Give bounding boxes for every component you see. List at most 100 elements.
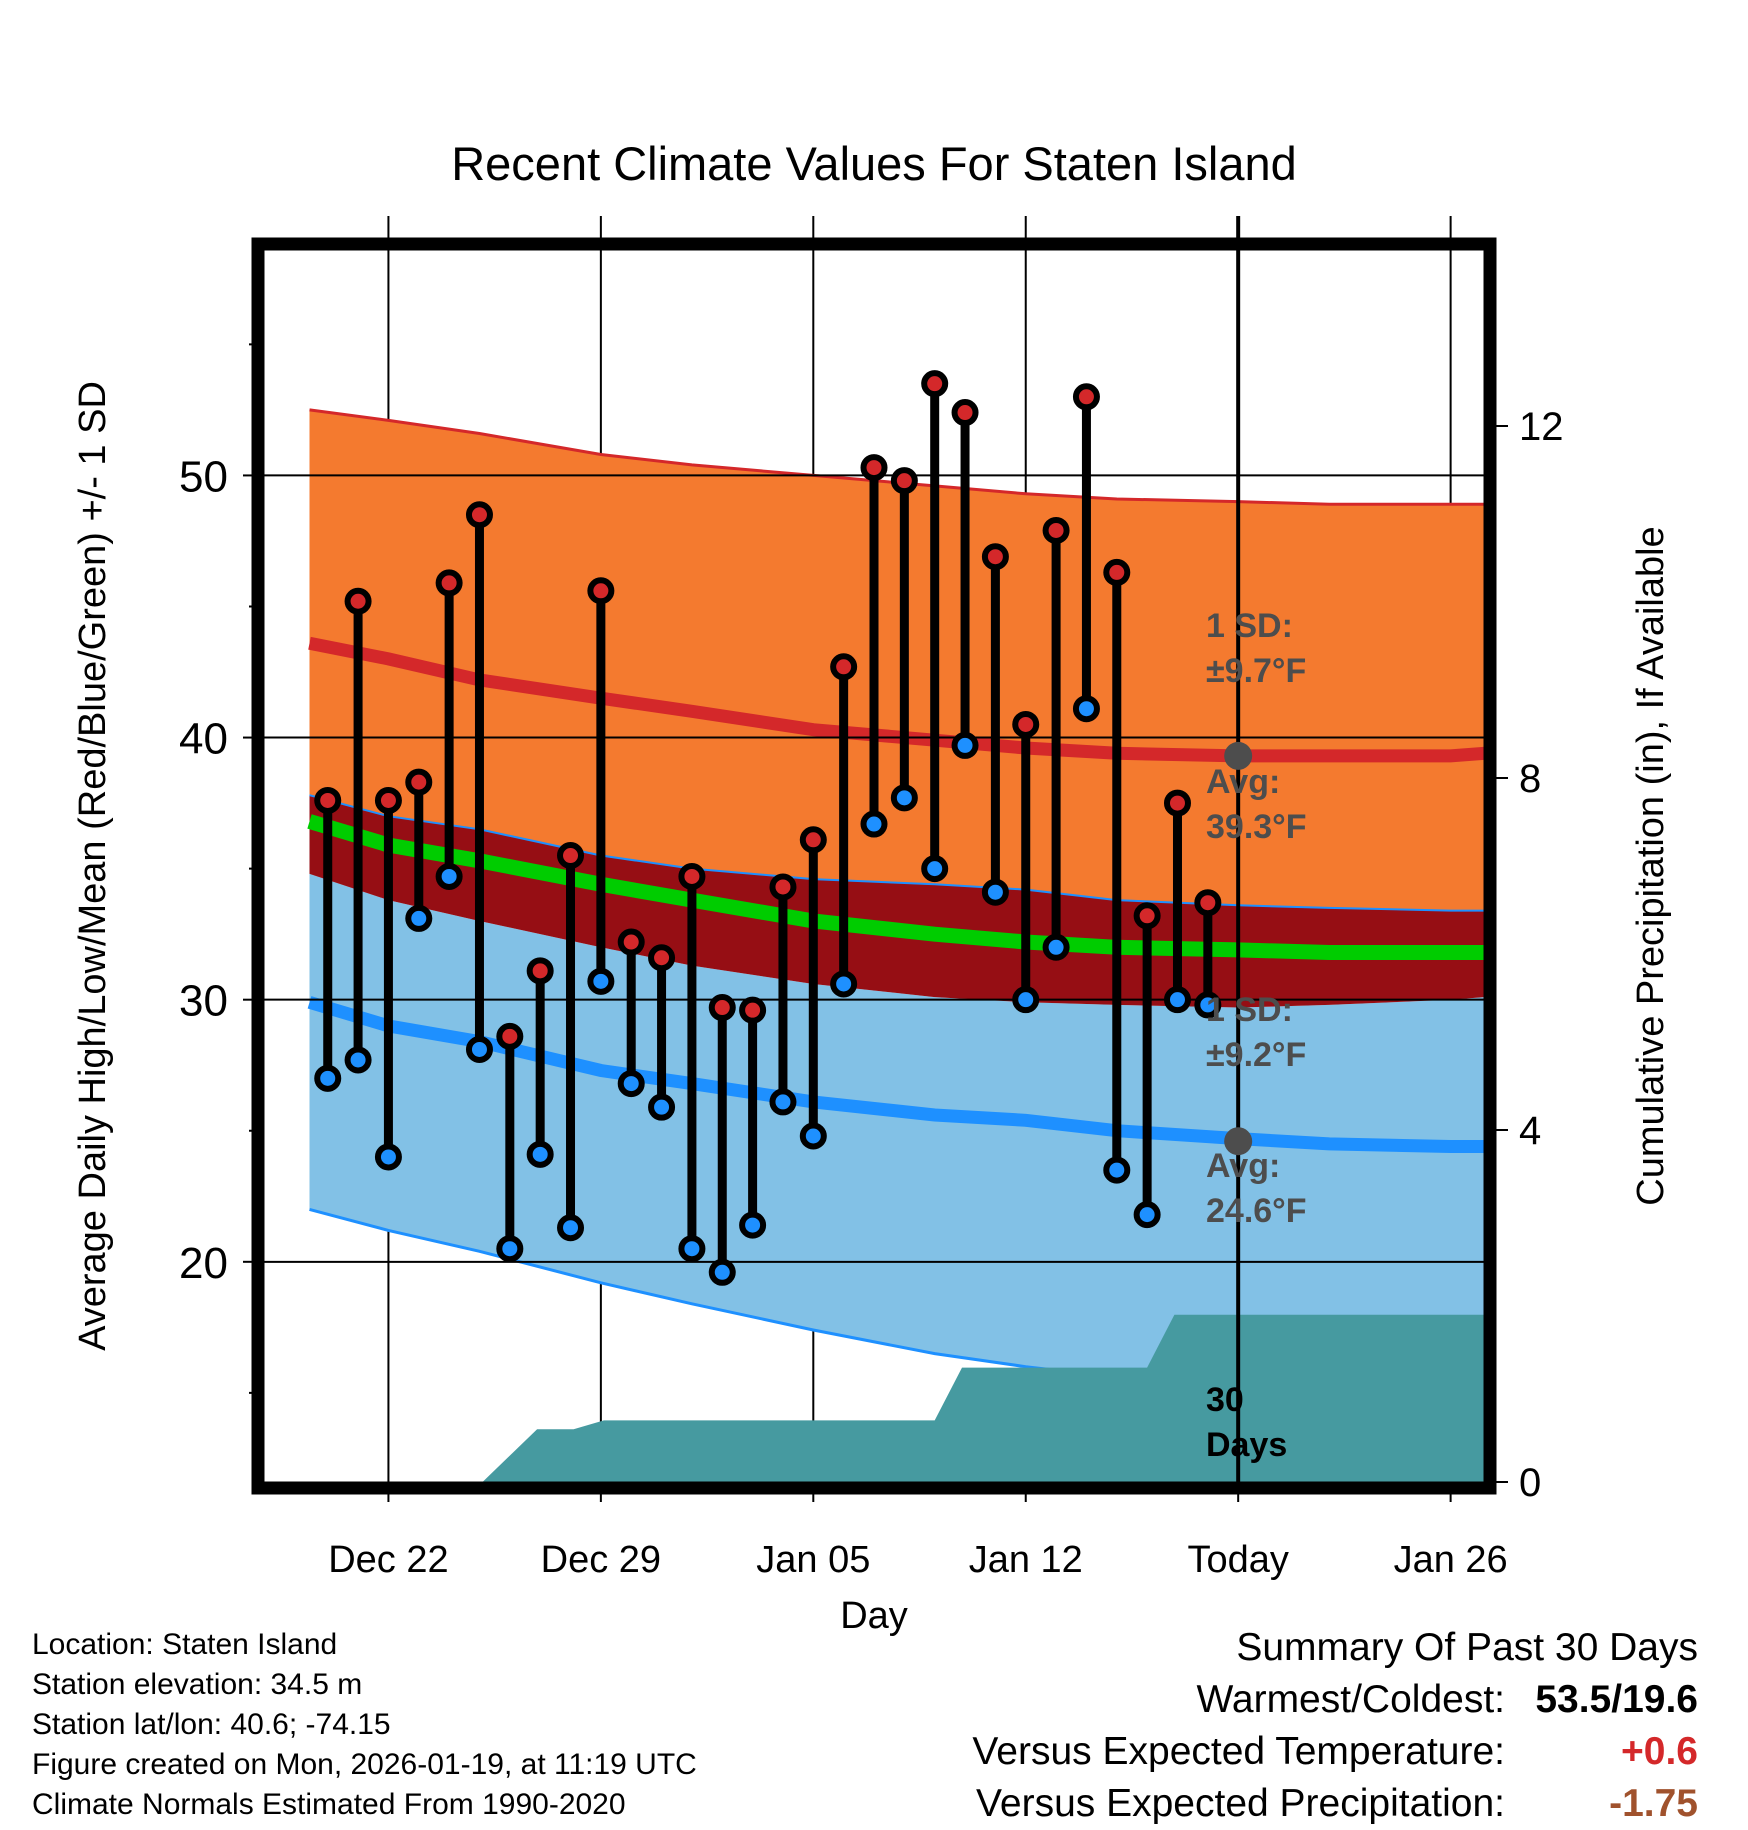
precipitation-area bbox=[264, 1314, 1484, 1482]
x-axis-label: Day bbox=[840, 1595, 908, 1637]
x-tick-label: Jan 12 bbox=[969, 1539, 1083, 1581]
daily-temperature-observations bbox=[314, 370, 1222, 1286]
observation-day bbox=[890, 467, 918, 812]
high-point bbox=[496, 1022, 524, 1050]
observation-day bbox=[496, 1022, 524, 1263]
y-axis-label: Average Daily High/Low/Mean (Red/Blue/Gr… bbox=[72, 381, 114, 1351]
observation-day bbox=[678, 862, 706, 1263]
low-point bbox=[374, 1143, 402, 1171]
station-info: Location: Staten Island Station elevatio… bbox=[32, 1625, 697, 1825]
high-point bbox=[1072, 383, 1100, 411]
observation-day bbox=[1103, 558, 1131, 1184]
low-point bbox=[1103, 1156, 1131, 1184]
low-point bbox=[405, 904, 433, 932]
observation-day bbox=[587, 577, 615, 995]
high-point bbox=[921, 370, 949, 398]
observation-day bbox=[769, 873, 797, 1116]
observation-day bbox=[739, 996, 767, 1239]
elevation-text: Station elevation: 34.5 m bbox=[32, 1668, 363, 1701]
precip-tick-label: 12 bbox=[1519, 405, 1564, 449]
high-point bbox=[648, 944, 676, 972]
low-point bbox=[648, 1093, 676, 1121]
observation-day bbox=[1133, 902, 1161, 1229]
low-point bbox=[314, 1064, 342, 1092]
high-point bbox=[405, 768, 433, 796]
precip-tick-label: 4 bbox=[1519, 1109, 1541, 1153]
high-point bbox=[830, 653, 858, 681]
low-point bbox=[708, 1258, 736, 1286]
high-point bbox=[526, 957, 554, 985]
high-point bbox=[435, 569, 463, 597]
high-point bbox=[951, 399, 979, 427]
high-point bbox=[1163, 789, 1191, 817]
normal-bands bbox=[307, 408, 1484, 1387]
low-sd-band bbox=[309, 873, 1484, 1385]
observation-day bbox=[921, 370, 949, 883]
high-sd-title: 1 SD: bbox=[1206, 607, 1293, 645]
temp-value: +0.6 bbox=[1621, 1730, 1698, 1773]
low-point bbox=[526, 1140, 554, 1168]
low-point bbox=[921, 855, 949, 883]
high-point bbox=[557, 842, 585, 870]
location-text: Location: Staten Island bbox=[32, 1628, 338, 1661]
low-point bbox=[890, 784, 918, 812]
high-point bbox=[799, 826, 827, 854]
y-tick-label: 40 bbox=[179, 715, 228, 764]
x-tick-label: Jan 26 bbox=[1394, 1539, 1508, 1581]
average-markers bbox=[1224, 741, 1253, 1156]
low-avg-marker bbox=[1224, 1127, 1253, 1156]
high-annotation: 1 SD: ±9.7°F Avg: 39.3°F bbox=[1206, 607, 1307, 846]
low-point bbox=[344, 1046, 372, 1074]
created-text: Figure created on Mon, 2026-01-19, at 11… bbox=[32, 1748, 697, 1781]
summary-panel: Summary Of Past 30 Days Warmest/Coldest:… bbox=[972, 1622, 1698, 1830]
temp-label: Versus Expected Temperature: bbox=[972, 1730, 1505, 1773]
high-point bbox=[1103, 558, 1131, 586]
high-point bbox=[374, 786, 402, 814]
observation-day bbox=[860, 454, 888, 838]
low-point bbox=[587, 967, 615, 995]
observation-day bbox=[617, 928, 645, 1098]
low-point bbox=[496, 1235, 524, 1263]
low-point bbox=[557, 1214, 585, 1242]
y-tick-label: 20 bbox=[179, 1239, 228, 1288]
warm-cold-label: Warmest/Coldest: bbox=[1196, 1678, 1505, 1721]
low-annotation: 1 SD: ±9.2°F Avg: 24.6°F bbox=[1206, 991, 1307, 1230]
x-axis: Dec 22 Dec 29 Jan 05 Jan 12 Today Jan 26 bbox=[328, 1488, 1508, 1581]
warm-cold-value: 53.5/19.6 bbox=[1535, 1678, 1698, 1721]
high-point bbox=[617, 928, 645, 956]
observation-day bbox=[314, 786, 342, 1092]
y-tick-label: 30 bbox=[179, 977, 228, 1026]
observation-day bbox=[981, 543, 1009, 906]
high-point bbox=[739, 996, 767, 1024]
low-sd-value: ±9.2°F bbox=[1206, 1036, 1306, 1074]
observation-day bbox=[830, 653, 858, 998]
precip-fill bbox=[264, 1314, 1484, 1482]
summary-warm-cold-row: Warmest/Coldest: 53.5/19.6 bbox=[972, 1674, 1698, 1726]
observation-day bbox=[951, 399, 979, 759]
high-point bbox=[344, 587, 372, 615]
low-point bbox=[981, 878, 1009, 906]
high-point bbox=[1194, 889, 1222, 917]
x-tick-label: Today bbox=[1187, 1539, 1288, 1581]
period-unit: Days bbox=[1206, 1426, 1287, 1464]
high-point bbox=[1012, 710, 1040, 738]
period-annotation: 30 Days bbox=[1206, 1381, 1287, 1464]
low-point bbox=[435, 862, 463, 890]
observation-day bbox=[1042, 516, 1070, 961]
low-point bbox=[617, 1070, 645, 1098]
low-point bbox=[769, 1088, 797, 1116]
low-avg-value: 24.6°F bbox=[1206, 1192, 1307, 1230]
period-count: 30 bbox=[1206, 1381, 1244, 1419]
high-avg-marker bbox=[1224, 741, 1253, 770]
observation-day bbox=[648, 944, 676, 1121]
low-point bbox=[465, 1035, 493, 1063]
summary-precip-row: Versus Expected Precipitation: -1.75 bbox=[972, 1778, 1698, 1830]
high-point bbox=[678, 862, 706, 890]
high-point bbox=[1133, 902, 1161, 930]
high-point bbox=[1042, 516, 1070, 544]
x-tick-label: Dec 29 bbox=[541, 1539, 661, 1581]
high-avg-value: 39.3°F bbox=[1206, 808, 1307, 846]
low-point bbox=[830, 970, 858, 998]
observation-day bbox=[526, 957, 554, 1168]
